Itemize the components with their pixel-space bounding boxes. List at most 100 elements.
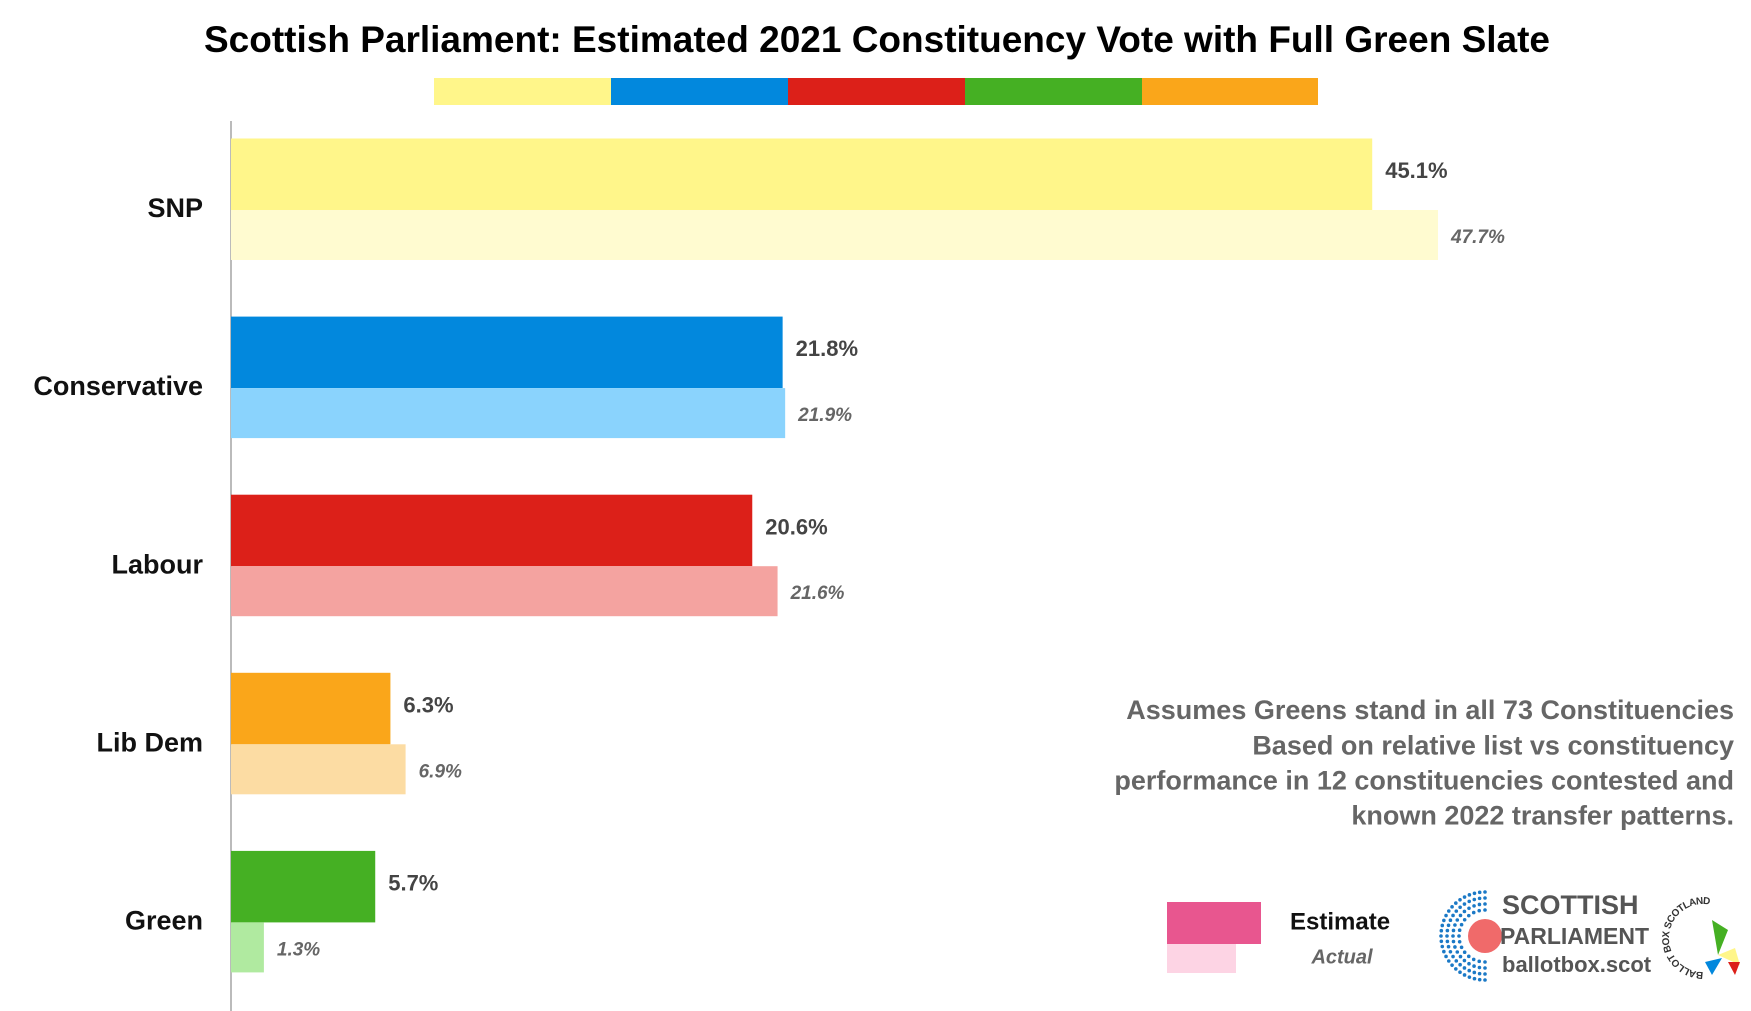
logo-dot (1467, 968, 1472, 973)
strip-block (611, 78, 788, 105)
logo-dot (1448, 949, 1453, 954)
value-label: 1.3% (277, 939, 320, 960)
category-label: Labour (112, 549, 204, 579)
category-label: SNP (147, 193, 203, 223)
badge-logo: BALLOT BOX SCOTLAND (1660, 895, 1740, 981)
logo-dot (1471, 957, 1476, 962)
badge-text-path: BALLOT BOX SCOTLAND (1660, 895, 1710, 980)
logo-dot (1457, 934, 1461, 938)
logo-dot (1451, 954, 1455, 959)
logo-dot (1439, 934, 1443, 938)
value-label: 21.6% (790, 583, 845, 604)
logo-dot (1451, 934, 1455, 938)
logo-dot (1477, 896, 1482, 901)
logo-dot (1457, 939, 1462, 944)
badge-shape (1705, 958, 1722, 975)
legend-swatch (1167, 944, 1236, 973)
annotation: Based on relative list vs constituency (1252, 730, 1734, 760)
logo-dot (1458, 970, 1462, 975)
value-label: 6.3% (403, 692, 453, 717)
logo-dot (1462, 895, 1467, 899)
logo-dot (1477, 965, 1482, 970)
logo-dot (1471, 910, 1476, 915)
logo-dot (1477, 971, 1482, 976)
legend-label: Actual (1310, 946, 1373, 968)
logo-dot (1462, 950, 1467, 955)
logo-dot (1472, 891, 1477, 896)
logo-dot (1451, 928, 1456, 933)
value-label: 5.7% (388, 870, 438, 895)
category-label: Conservative (33, 371, 203, 401)
strip-block (434, 78, 611, 105)
strip-block (1142, 78, 1318, 105)
logo-dot (1472, 897, 1477, 902)
logo-dot (1457, 928, 1462, 933)
logo-text: SCOTTISH (1502, 890, 1639, 920)
logo-dot (1477, 902, 1482, 907)
logo-dot (1467, 893, 1472, 897)
logo-dot (1450, 963, 1454, 967)
logo-dot (1483, 972, 1487, 976)
badge-shape (1718, 948, 1740, 965)
logo-dot (1442, 918, 1446, 923)
logo-dot (1472, 970, 1477, 975)
bar (231, 744, 406, 795)
logo-dot (1448, 918, 1453, 923)
logo-dot (1458, 897, 1462, 902)
logo-dot (1462, 973, 1467, 977)
logo-dot (1444, 954, 1448, 959)
value-label: 21.9% (797, 405, 852, 426)
legend-label: Estimate (1290, 908, 1390, 935)
badge-shape (1728, 962, 1740, 975)
category-label: Lib Dem (96, 727, 203, 757)
logo-dot (1483, 966, 1487, 970)
bar (231, 672, 391, 745)
logo-dot (1467, 906, 1471, 911)
bar (231, 210, 1438, 260)
logo-dot (1446, 923, 1451, 928)
value-label: 6.9% (419, 761, 462, 782)
logo-dot (1477, 890, 1482, 895)
logo-dot (1451, 913, 1455, 918)
bar (231, 388, 786, 439)
logo-dot (1459, 945, 1464, 950)
value-label: 21.8% (796, 336, 858, 361)
logo-dot (1454, 901, 1458, 905)
logo-dot (1483, 978, 1487, 982)
logo-dot (1462, 966, 1467, 970)
logo-dot (1444, 913, 1448, 918)
bar (231, 566, 778, 617)
logo-dot (1458, 905, 1462, 910)
logo-dot (1477, 959, 1482, 964)
logo-dot (1472, 964, 1476, 968)
logo-dot (1467, 961, 1471, 966)
value-label: 20.6% (765, 514, 827, 539)
logo-dot (1472, 976, 1477, 981)
bar (231, 316, 783, 389)
logo-dot (1439, 928, 1444, 933)
badge-text: BALLOT BOX SCOTLAND (1660, 895, 1710, 980)
logo-dot (1462, 909, 1467, 914)
logo-dot (1466, 913, 1471, 918)
logo-text: PARLIAMENT (1500, 923, 1649, 949)
logo-text: ballotbox.scot (1502, 952, 1652, 977)
value-label: 47.7% (1450, 227, 1505, 248)
logo-dot (1455, 950, 1460, 954)
logo-circle (1468, 919, 1502, 953)
logo-dot (1440, 944, 1445, 949)
logo-dot (1453, 945, 1457, 949)
logo-dot (1439, 939, 1444, 944)
logo-dot (1454, 967, 1458, 971)
bar (231, 138, 1373, 210)
logo-dot (1466, 954, 1471, 959)
logo-dot (1453, 923, 1457, 927)
annotation: Assumes Greens stand in all 73 Constitue… (1126, 695, 1734, 725)
logo-dot (1483, 890, 1487, 894)
logo-dot (1445, 939, 1450, 944)
logo-dot (1450, 905, 1454, 909)
parliament-logo: SCOTTISH PARLIAMENT ballotbox.scot (1439, 890, 1652, 982)
logo-dot (1477, 908, 1482, 913)
logo-dot (1462, 958, 1467, 963)
color-strip (434, 78, 1318, 105)
